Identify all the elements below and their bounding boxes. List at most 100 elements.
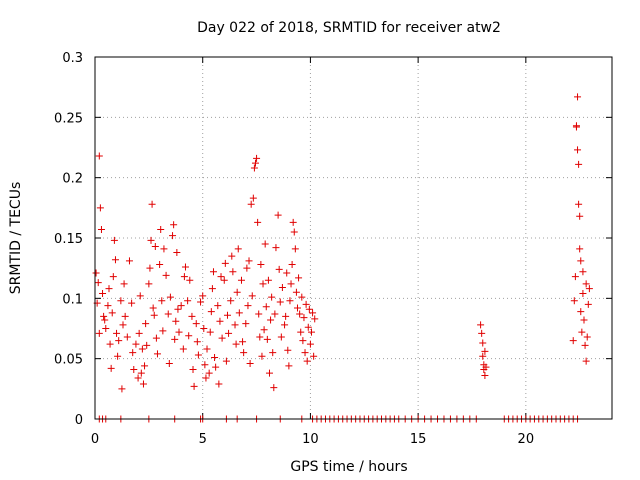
data-point [235,309,243,317]
data-point [159,327,167,335]
data-point [264,276,272,284]
data-point [166,293,174,301]
data-point [107,364,115,372]
data-point [288,261,296,269]
y-tick-label: 0.15 [54,232,83,247]
data-point [141,362,149,370]
data-point [223,311,231,319]
data-point [583,333,591,341]
data-point [150,311,158,319]
data-point [282,312,290,320]
data-point [569,337,577,345]
data-point [128,299,136,307]
data-point [269,349,277,357]
data-point [221,259,229,267]
data-point [289,218,297,226]
data-point [172,317,180,325]
data-point [115,337,123,345]
x-tick-label: 5 [199,432,207,447]
data-point [138,345,146,353]
data-point [250,164,258,172]
data-point [208,285,216,293]
data-point [304,323,312,331]
data-point [153,350,161,358]
data-point [104,302,112,310]
data-point [255,310,263,318]
data-point [585,285,593,293]
data-point [225,329,233,337]
y-tick-label: 0.25 [54,111,83,126]
data-point [297,328,305,336]
x-tick-label: 10 [302,432,319,447]
data-point [160,245,168,253]
data-point [572,123,580,131]
axis-ticks: 0 0.05 0.1 0.15 0.2 0.25 0.3 0 5 10 15 20 [54,51,612,447]
data-point [275,265,283,273]
data-point [206,328,214,336]
data-point [582,280,590,288]
data-point [263,335,271,343]
data-point [481,347,489,355]
data-point [277,333,285,341]
data-point [240,349,248,357]
data-point [292,288,300,296]
data-point [222,357,230,365]
data-point [477,321,485,329]
data-point [95,329,103,337]
data-point [120,280,128,288]
data-point [145,280,153,288]
data-point [481,372,489,380]
data-point [185,332,193,340]
data-point [239,338,247,346]
data-point [576,212,584,220]
data-point [293,304,301,312]
data-point [479,352,487,360]
data-point [306,340,314,348]
data-point [237,276,245,284]
data-point [165,359,173,367]
data-point [189,366,197,374]
data-point [577,257,585,265]
data-point [309,309,317,317]
data-point [287,280,295,288]
data-point [248,292,256,300]
data-point [149,304,157,312]
data-point [310,352,318,360]
data-point [258,352,266,360]
data-point [217,273,225,281]
data-point [94,279,102,287]
data-point [201,361,209,369]
x-tick-label: 20 [518,432,535,447]
data-point [211,353,219,361]
data-point [284,346,292,354]
plot-frame [94,56,613,420]
data-point [202,374,210,382]
data-point [188,312,196,320]
data-point [200,325,208,332]
data-point [170,221,178,229]
data-point [181,263,189,271]
data-point [123,333,131,341]
data-point [193,338,201,346]
data-point [95,152,103,160]
data-point [209,268,217,276]
data-point [575,160,583,168]
data-point [162,271,170,279]
data-point [100,312,108,320]
data-point [278,283,286,291]
data-point [220,276,228,284]
data-point [580,316,588,324]
data-point [105,285,113,293]
data-point [285,362,293,370]
data-point [574,93,582,101]
data-point [286,297,294,305]
data-point [479,339,487,347]
data-point [570,297,578,305]
data-point [254,218,262,226]
data-point [137,369,145,377]
data-point [234,245,242,253]
data-point [247,200,255,208]
data-point [482,363,490,371]
data-point [173,248,181,256]
